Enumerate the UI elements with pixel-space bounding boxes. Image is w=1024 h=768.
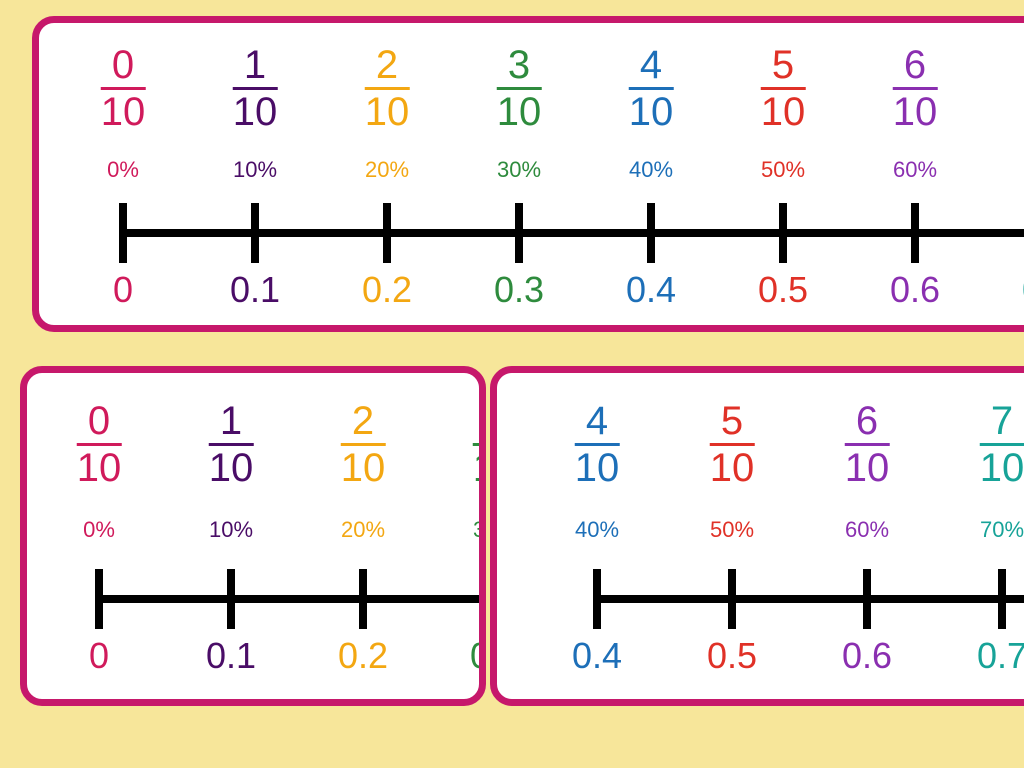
percent-label: 50% [761,157,805,183]
fraction-denominator: 10 [980,446,1024,488]
number-line-tick [227,569,235,629]
decimal-label: 0.6 [890,269,940,311]
percent-label: 30% [497,157,541,183]
number-line-tick [728,569,736,629]
fraction-numerator: 4 [575,401,620,446]
percent-label: 70% [980,517,1024,543]
fraction-numerator: 1 [209,401,254,446]
decimal-label: 0 [89,635,109,677]
percent-label: 10% [233,157,277,183]
fraction-label: 210 [341,401,386,491]
fraction-denominator: 10 [575,446,620,488]
fraction-label: 010 [101,45,146,135]
fraction-label: 710 [980,401,1024,491]
number-line-panel: 41040%0.451050%0.561060%0.671070%0.7 [490,366,1024,706]
fraction-numerator: 5 [710,401,755,446]
decimal-label: 0.5 [758,269,808,311]
number-line-tick [647,203,655,263]
percent-label: 20% [365,157,409,183]
number-line-tick [863,569,871,629]
number-line-tick [119,203,127,263]
number-line-tick [593,569,601,629]
percent-label: 20% [341,517,385,543]
number-line-tick [383,203,391,263]
fraction-denominator: 10 [893,90,938,132]
number-line-tick [95,569,103,629]
number-line-panel: 0100%011010%0.121020%0.231030%0.341040%0… [32,16,1024,332]
decimal-label: 0.5 [707,635,757,677]
decimal-label: 0.6 [842,635,892,677]
fraction-denominator: 10 [473,446,486,488]
fraction-numerator: 3 [497,45,542,90]
fraction-label: 210 [365,45,410,135]
decimal-label: 0.3 [494,269,544,311]
fraction-label: 510 [710,401,755,491]
fraction-label: 510 [761,45,806,135]
fraction-denominator: 10 [209,446,254,488]
fraction-label: 310 [473,401,486,491]
fraction-label: 410 [575,401,620,491]
percent-label: 50% [710,517,754,543]
number-line-tick [998,569,1006,629]
fraction-denominator: 10 [845,446,890,488]
percent-label: 40% [575,517,619,543]
fraction-label: 610 [893,45,938,135]
decimal-label: 0.2 [362,269,412,311]
number-line-tick [779,203,787,263]
number-line-axis [99,595,486,603]
fraction-label: 610 [845,401,890,491]
fraction-numerator: 5 [761,45,806,90]
number-line-axis [597,595,1024,603]
percent-label: 40% [629,157,673,183]
number-line-tick [251,203,259,263]
fraction-denominator: 10 [77,446,122,488]
fraction-denominator: 10 [629,90,674,132]
fraction-label: 110 [209,401,254,491]
number-line-tick [515,203,523,263]
percent-label: 30% [473,517,486,543]
fraction-numerator: 2 [341,401,386,446]
fraction-label: 010 [77,401,122,491]
decimal-label: 0 [113,269,133,311]
fraction-numerator: 4 [629,45,674,90]
number-line-panel: 0100%011010%0.121020%0.231030%0.341040%0… [20,366,486,706]
percent-label: 10% [209,517,253,543]
fraction-numerator: 0 [101,45,146,90]
fraction-numerator: 3 [473,401,486,446]
decimal-label: 0.4 [572,635,622,677]
fraction-numerator: 2 [365,45,410,90]
number-line-tick [359,569,367,629]
fraction-denominator: 10 [341,446,386,488]
fraction-label: 410 [629,45,674,135]
fraction-numerator: 1 [233,45,278,90]
percent-label: 0% [107,157,139,183]
decimal-label: 0.3 [470,635,486,677]
decimal-label: 0.1 [206,635,256,677]
fraction-denominator: 10 [365,90,410,132]
fraction-label: 110 [233,45,278,135]
fraction-denominator: 10 [101,90,146,132]
fraction-denominator: 10 [710,446,755,488]
fraction-numerator: 0 [77,401,122,446]
number-line-tick [911,203,919,263]
percent-label: 0% [83,517,115,543]
percent-label: 60% [893,157,937,183]
fraction-numerator: 6 [893,45,938,90]
decimal-label: 0.2 [338,635,388,677]
fraction-denominator: 10 [233,90,278,132]
fraction-numerator: 7 [980,401,1024,446]
decimal-label: 0.4 [626,269,676,311]
fraction-denominator: 10 [761,90,806,132]
percent-label: 60% [845,517,889,543]
decimal-label: 0.7 [977,635,1024,677]
fraction-numerator: 6 [845,401,890,446]
decimal-label: 0.1 [230,269,280,311]
fraction-label: 310 [497,45,542,135]
fraction-denominator: 10 [497,90,542,132]
